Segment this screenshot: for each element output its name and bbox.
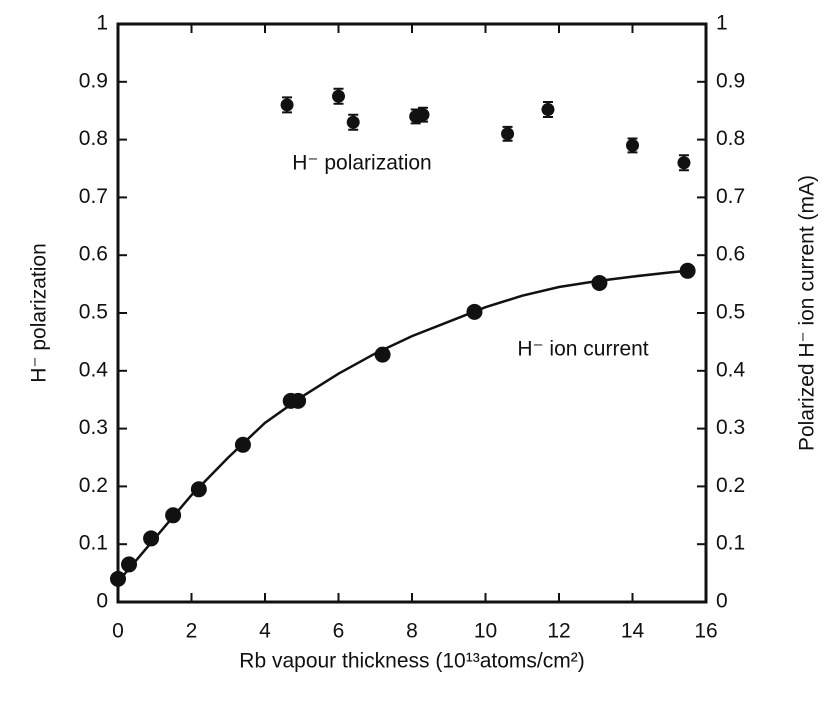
data-point — [280, 98, 294, 112]
y2-tick-label: 0.8 — [716, 127, 745, 150]
y-tick-label: 0.1 — [79, 532, 108, 555]
fit-line — [117, 269, 688, 583]
data-point — [346, 115, 360, 129]
plot-frame — [116, 22, 708, 604]
y2-tick-label: 0.9 — [716, 69, 745, 92]
data-point — [541, 103, 555, 117]
y2-tick-label: 0 — [716, 590, 728, 613]
annotation: H⁻ ion current — [517, 338, 648, 361]
x-tick-label: 2 — [186, 620, 198, 643]
y-tick-label: 0.2 — [79, 474, 108, 497]
x-tick-label: 8 — [406, 620, 418, 643]
x-tick-label: 6 — [333, 620, 345, 643]
data-point — [332, 89, 345, 103]
y-tick-label: 0.4 — [79, 358, 109, 381]
y2-tick-label: 0.5 — [716, 301, 745, 324]
data-point — [416, 108, 430, 122]
y2-tick-label: 1 — [716, 12, 728, 35]
y2-tick-label: 0.3 — [716, 416, 745, 439]
y-tick-label: 0.8 — [79, 127, 108, 150]
x-tick-label: 16 — [694, 620, 717, 643]
x-tick-label: 10 — [474, 620, 497, 643]
y-tick-label: 0.7 — [79, 185, 108, 208]
data-point — [143, 530, 160, 547]
data-point — [626, 138, 639, 152]
data-point — [501, 127, 515, 141]
y2-tick-label: 0.4 — [716, 358, 746, 381]
y2-tick-label: 0.6 — [716, 243, 745, 266]
data-point — [110, 570, 126, 587]
x-tick-label: 14 — [621, 620, 645, 643]
y2-tick-label: 0.7 — [716, 185, 745, 208]
annotation: H⁻ polarization — [292, 152, 431, 175]
y-tick-label: 0.6 — [79, 243, 108, 266]
x-axis-title: Rb vapour thickness (10¹³atoms/cm²) — [239, 650, 584, 673]
data-point — [121, 556, 138, 573]
y-tick-label: 0 — [96, 590, 108, 613]
x-tick-label: 12 — [547, 620, 570, 643]
data-point — [591, 274, 608, 291]
y2-axis-title: Polarized H⁻ ion current (mA) — [796, 175, 819, 451]
x-tick-label: 4 — [259, 620, 271, 643]
data-point — [677, 156, 691, 170]
y-tick-label: 0.5 — [79, 301, 108, 324]
y2-tick-label: 0.1 — [716, 532, 745, 555]
y-tick-label: 0.9 — [79, 69, 108, 92]
y-axis-title: H⁻ polarization — [28, 243, 51, 382]
y2-tick-label: 0.2 — [716, 474, 745, 497]
y-tick-label: 0.3 — [79, 416, 108, 439]
x-tick-label: 0 — [112, 620, 124, 643]
y-tick-label: 1 — [96, 12, 108, 35]
